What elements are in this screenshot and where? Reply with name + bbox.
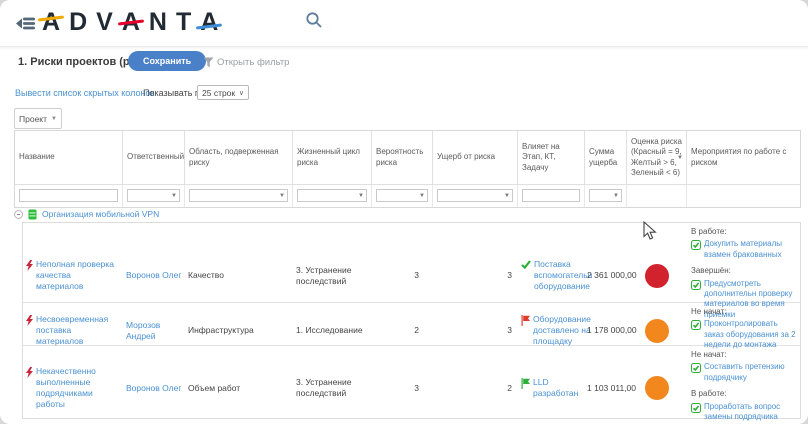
risk-name-link[interactable]: Несвоевременная поставка материалов <box>36 314 120 347</box>
activity-status: В работе: <box>691 227 797 237</box>
activity-status: Не начат: <box>691 350 797 360</box>
risk-bolt-icon <box>26 367 33 378</box>
column-header-damage[interactable]: Ущерб от риска <box>433 131 518 184</box>
group-row: Организация мобильной VPN <box>14 206 159 222</box>
project-filter-button[interactable]: Проект ▼ <box>14 108 62 129</box>
table-row: Несвоевременная поставка материалов Моро… <box>23 303 800 346</box>
chevron-down-icon: ∨ <box>239 89 244 97</box>
filter-input-owner[interactable] <box>128 190 171 201</box>
filter-input-probability[interactable] <box>377 190 419 201</box>
red-flag-icon <box>521 315 530 326</box>
owner-link[interactable]: Воронов Олег <box>126 383 181 394</box>
activity-status: В работе: <box>691 389 797 399</box>
dropdown-arrow-icon[interactable]: ▼ <box>504 193 512 199</box>
advanta-logo[interactable]: A D V A N T A <box>42 8 227 37</box>
column-header-risk-score[interactable]: Оценка риска (Красный = 9, Желтый > 6, З… <box>627 131 687 184</box>
app-window: A D V A N T A 1. Риски проектов (реестр)… <box>0 0 808 424</box>
activity-link[interactable]: Докупить материалы взамен бракованных <box>704 239 797 260</box>
task-checkbox-icon <box>691 403 701 413</box>
risk-score-indicator <box>645 264 669 288</box>
collapse-group-icon[interactable] <box>14 210 23 219</box>
risk-name-link[interactable]: Некачественно выполненные подрядчиками р… <box>36 366 120 410</box>
activities-cell: Не начат: Составить претензию подрядчику… <box>687 346 800 424</box>
dropdown-arrow-icon[interactable]: ▼ <box>613 193 621 199</box>
column-header-area[interactable]: Область, подверженная риску <box>185 131 293 184</box>
risk-score-indicator <box>645 376 669 400</box>
green-flag-icon <box>521 378 530 389</box>
amount-cell: 1 103 011,00 <box>585 346 627 424</box>
filter-input-amount[interactable] <box>590 190 613 201</box>
owner-link[interactable]: Воронов Олег <box>126 270 181 281</box>
top-bar: A D V A N T A <box>0 0 808 47</box>
dropdown-arrow-icon[interactable]: ▼ <box>358 193 366 199</box>
column-header-amount[interactable]: Сумма ущерба <box>585 131 627 184</box>
caret-down-icon: ▼ <box>51 116 57 122</box>
table-row: Неполная проверка качества материалов Во… <box>23 223 800 303</box>
main-panel: A D V A N T A 1. Риски проектов (реестр)… <box>0 0 808 424</box>
lifecycle-cell: 3. Устранение последствий <box>293 346 372 424</box>
task-checkbox-icon <box>691 240 701 250</box>
damage-cell: 2 <box>433 346 518 424</box>
table-header: Название Ответственный Область, подверже… <box>14 130 801 208</box>
risk-score-indicator <box>645 319 669 343</box>
dropdown-arrow-icon[interactable]: ▼ <box>171 193 179 199</box>
column-header-activities[interactable]: Мероприятия по работе с риском <box>687 131 800 184</box>
affects-link[interactable]: LLD разработан <box>533 377 582 399</box>
filter-input-damage[interactable] <box>438 190 504 201</box>
activity-status: Завершён: <box>691 266 797 276</box>
sort-arrow-icon[interactable]: ▼ <box>677 155 683 163</box>
table-row: Некачественно выполненные подрядчиками р… <box>23 346 800 418</box>
page-size-label: Показывать по <box>143 88 205 98</box>
affects-link[interactable]: Оборудование доставлено на площадку <box>533 314 591 347</box>
filter-input-area[interactable] <box>190 190 279 201</box>
column-header-name[interactable]: Название <box>15 131 123 184</box>
page-size-select[interactable]: 25 строк ∨ <box>197 85 249 100</box>
green-check-icon <box>521 260 531 269</box>
dropdown-arrow-icon[interactable]: ▼ <box>419 193 427 199</box>
column-header-lifecycle[interactable]: Жизненный цикл риска <box>293 131 372 184</box>
activity-link[interactable]: Составить претензию подрядчику <box>704 362 797 383</box>
open-filter-button[interactable]: Открыть фильтр <box>217 57 289 68</box>
activity-status: Не начат: <box>691 307 797 317</box>
task-checkbox-icon <box>691 320 701 330</box>
probability-cell: 3 <box>372 346 433 424</box>
search-icon[interactable] <box>305 11 323 34</box>
task-checkbox-icon <box>691 280 701 290</box>
owner-link[interactable]: Морозов Андрей <box>126 320 182 342</box>
column-header-owner[interactable]: Ответственный <box>123 131 185 184</box>
filter-funnel-icon[interactable] <box>203 55 214 73</box>
affects-link[interactable]: Поставка вспомогательн оборудование <box>534 259 592 292</box>
risk-table-body: Неполная проверка качества материалов Во… <box>22 222 801 419</box>
risk-bolt-icon <box>26 315 33 326</box>
filter-input-affects[interactable] <box>523 190 579 201</box>
filter-input-name[interactable] <box>20 190 117 201</box>
risk-name-link[interactable]: Неполная проверка качества материалов <box>36 259 120 292</box>
activity-link[interactable]: Проработать вопрос замены подрядчика <box>704 402 797 423</box>
show-hidden-columns-link[interactable]: Вывести список скрытых колонок <box>15 88 154 98</box>
group-project-link[interactable]: Организация мобильной VPN <box>42 209 159 219</box>
filter-input-lifecycle[interactable] <box>298 190 358 201</box>
save-button[interactable]: Сохранить <box>128 51 206 71</box>
risk-bolt-icon <box>26 260 33 271</box>
dropdown-arrow-icon[interactable]: ▼ <box>279 193 287 199</box>
collapse-menu-icon[interactable] <box>16 15 36 37</box>
task-checkbox-icon <box>691 363 701 373</box>
project-database-icon <box>28 209 37 220</box>
column-header-probability[interactable]: Вероятность риска <box>372 131 433 184</box>
column-header-affects[interactable]: Влияет на Этап, КТ, Задачу <box>518 131 585 184</box>
filter-row: ▼ ▼ ▼ ▼ ▼ ▼ <box>15 185 800 207</box>
area-cell: Объем работ <box>185 346 293 424</box>
